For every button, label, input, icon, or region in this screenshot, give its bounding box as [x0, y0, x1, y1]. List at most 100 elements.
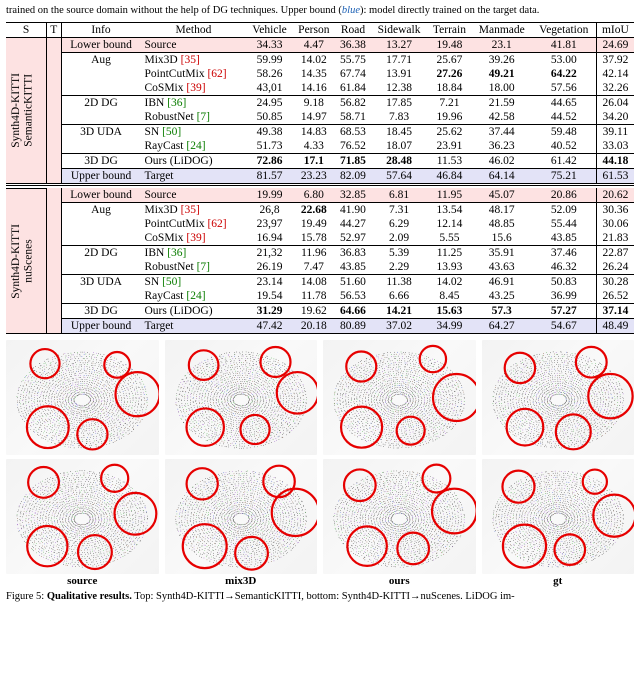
info-cell: 3D UDA — [61, 275, 140, 290]
info-cell — [61, 110, 140, 125]
value-cell: 15.63 — [427, 304, 472, 319]
value-cell: 80.89 — [335, 319, 371, 334]
method-cell: RayCast [24] — [141, 139, 247, 154]
cap-post: ): model directly trained on the target … — [360, 5, 539, 16]
value-cell: 12.38 — [371, 81, 427, 96]
value-cell: 49.21 — [472, 67, 532, 81]
col-vehicle: Vehicle — [246, 22, 292, 37]
method-cell: CoSMix [39] — [141, 81, 247, 96]
value-cell: 19.99 — [246, 188, 292, 203]
st-group-cell: Synth4D-KITTI nuScenes — [6, 188, 47, 334]
info-cell — [61, 217, 140, 231]
value-cell: 55.44 — [532, 217, 597, 231]
value-cell: 14.97 — [293, 110, 335, 125]
value-cell: 18.07 — [371, 139, 427, 154]
label-source: source — [6, 575, 159, 587]
value-cell: 53.00 — [532, 52, 597, 67]
method-cell: RayCast [24] — [141, 289, 247, 304]
fig-title: Qualitative results. — [47, 591, 132, 602]
value-cell: 23.14 — [246, 275, 292, 290]
value-cell: 64.22 — [532, 67, 597, 81]
info-cell: 3D DG — [61, 153, 140, 168]
col-info: Info — [61, 22, 140, 37]
value-cell: 37.14 — [596, 304, 634, 319]
value-cell: 34.99 — [427, 319, 472, 334]
col-miou: mIoU — [596, 22, 634, 37]
info-cell — [61, 260, 140, 275]
value-cell: 36.23 — [472, 139, 532, 154]
value-cell: 23.23 — [293, 168, 335, 184]
info-cell: 2D DG — [61, 246, 140, 261]
value-cell: 26.52 — [596, 289, 634, 304]
value-cell: 15.78 — [293, 231, 335, 246]
value-cell: 19.62 — [293, 304, 335, 319]
value-cell: 13.91 — [371, 67, 427, 81]
figure-caption: Figure 5: Qualitative results. Top: Synt… — [6, 591, 634, 602]
value-cell: 23.1 — [472, 37, 532, 52]
value-cell: 57.3 — [472, 304, 532, 319]
value-cell: 7.21 — [427, 95, 472, 110]
value-cell: 36.83 — [335, 246, 371, 261]
value-cell: 55.75 — [335, 52, 371, 67]
value-cell: 61.84 — [335, 81, 371, 96]
info-cell: 3D UDA — [61, 124, 140, 139]
method-cell: RobustNet [7] — [141, 260, 247, 275]
info-cell: 2D DG — [61, 95, 140, 110]
value-cell: 26.04 — [596, 95, 634, 110]
value-cell: 46.02 — [472, 153, 532, 168]
value-cell: 51.60 — [335, 275, 371, 290]
value-cell: 18.45 — [371, 124, 427, 139]
value-cell: 5.55 — [427, 231, 472, 246]
method-cell: SN [50] — [141, 275, 247, 290]
value-cell: 57.56 — [532, 81, 597, 96]
results-table: S T Info Method Vehicle Person Road Side… — [6, 22, 634, 335]
value-cell: 34.33 — [246, 37, 292, 52]
value-cell: 39.26 — [472, 52, 532, 67]
value-cell: 64.27 — [472, 319, 532, 334]
value-cell: 25.62 — [427, 124, 472, 139]
info-cell: Lower bound — [61, 188, 140, 203]
method-cell: Mix3D [35] — [141, 203, 247, 218]
value-cell: 61.53 — [596, 168, 634, 184]
table-row: RayCast [24]19.5411.7856.536.668.4543.25… — [6, 289, 634, 304]
value-cell: 14.35 — [293, 67, 335, 81]
col-road: Road — [335, 22, 371, 37]
value-cell: 11.78 — [293, 289, 335, 304]
method-cell: Mix3D [35] — [141, 52, 247, 67]
value-cell: 43.25 — [472, 289, 532, 304]
value-cell: 81.57 — [246, 168, 292, 184]
value-cell: 6.66 — [371, 289, 427, 304]
value-cell: 16.94 — [246, 231, 292, 246]
value-cell: 2.29 — [371, 260, 427, 275]
value-cell: 57.64 — [371, 168, 427, 184]
table-row: 3D DGOurs (LiDOG)31.2919.6264.6614.2115.… — [6, 304, 634, 319]
method-cell: IBN [36] — [141, 95, 247, 110]
value-cell: 76.52 — [335, 139, 371, 154]
qualitative-row-top — [6, 340, 634, 455]
value-cell: 52.97 — [335, 231, 371, 246]
value-cell: 26.19 — [246, 260, 292, 275]
value-cell: 15.6 — [472, 231, 532, 246]
t-group-cell — [47, 37, 61, 184]
value-cell: 56.53 — [335, 289, 371, 304]
value-cell: 27.26 — [427, 67, 472, 81]
table-row: PointCutMix [62]23,9719.4944.276.2912.14… — [6, 217, 634, 231]
table-row: CoSMix [39]16.9415.7852.972.095.5515.643… — [6, 231, 634, 246]
value-cell: 20.18 — [293, 319, 335, 334]
table-row: CoSMix [39]43,0114.1661.8412.3818.8418.0… — [6, 81, 634, 96]
value-cell: 30.36 — [596, 203, 634, 218]
value-cell: 56.82 — [335, 95, 371, 110]
table-caption-fragment: trained on the source domain without the… — [6, 4, 634, 18]
info-cell — [61, 67, 140, 81]
value-cell: 44.65 — [532, 95, 597, 110]
table-row: RobustNet [7]50.8514.9758.717.8319.9642.… — [6, 110, 634, 125]
method-cell: Target — [141, 168, 247, 184]
value-cell: 34.20 — [596, 110, 634, 125]
value-cell: 2.09 — [371, 231, 427, 246]
info-cell — [61, 139, 140, 154]
value-cell: 36.38 — [335, 37, 371, 52]
col-sidewalk: Sidewalk — [371, 22, 427, 37]
table-row: RayCast [24]51.734.3376.5218.0723.9136.2… — [6, 139, 634, 154]
value-cell: 6.80 — [293, 188, 335, 203]
col-s: S — [6, 22, 47, 37]
